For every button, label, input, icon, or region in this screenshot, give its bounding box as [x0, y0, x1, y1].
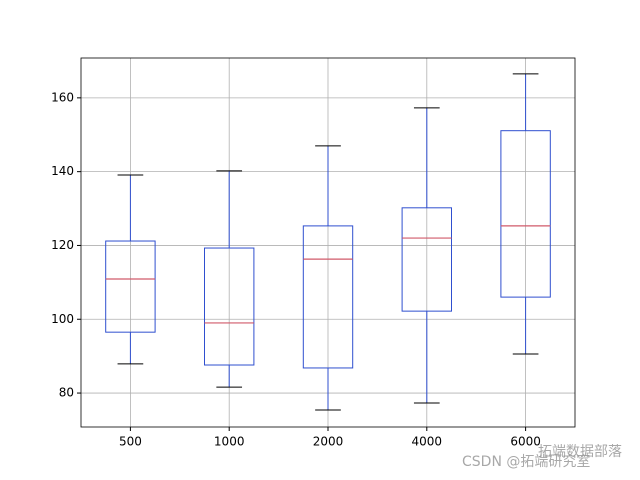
x-tick-label: 1000: [214, 435, 245, 449]
x-tick-label: 500: [119, 435, 142, 449]
y-tick-label: 80: [59, 386, 74, 400]
box: [401, 207, 453, 312]
y-tick-label: 160: [51, 90, 74, 104]
y-tick-label: 100: [51, 312, 74, 326]
y-tick-label: 140: [51, 164, 74, 178]
x-tick-label: 2000: [313, 435, 344, 449]
watermark: CSDN @拓端研究室: [462, 453, 590, 470]
x-tick-label: 6000: [510, 435, 541, 449]
box: [302, 225, 354, 369]
y-tick-label: 120: [51, 238, 74, 252]
plot-frame: [80, 57, 576, 428]
box: [204, 247, 255, 366]
box: [500, 130, 551, 298]
watermark: 拓端数据部落: [538, 444, 622, 460]
x-tick-label: 4000: [412, 435, 443, 449]
box: [105, 240, 156, 333]
